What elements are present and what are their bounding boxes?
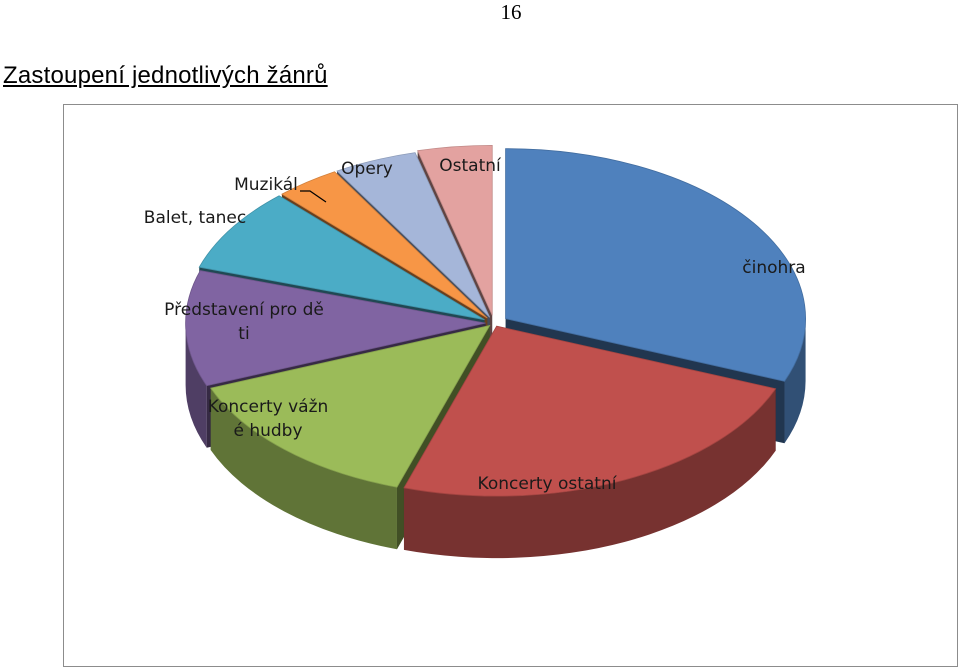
pie-chart: činohra Koncerty ostatní Koncerty vážn é hu… <box>144 144 806 559</box>
pie-slice-top <box>281 171 488 319</box>
slice-label-6: Muzikál <box>234 175 298 195</box>
pie-slice-rim <box>185 323 207 448</box>
slice-label-4: Představení pro dě ti <box>164 300 324 344</box>
pie-slice-rim <box>784 318 806 444</box>
pie-slice-2 <box>403 325 777 559</box>
pie-slice-top <box>403 325 777 497</box>
slice-label-2: Koncerty ostatní <box>478 474 618 494</box>
pie-slice-rim <box>403 388 776 559</box>
pie-slice-top <box>417 144 493 316</box>
pie-slice-top <box>505 148 806 382</box>
muzikal-leader-line <box>300 190 327 203</box>
slice-label-5: Balet, tanec <box>144 208 246 228</box>
pie-slice-top <box>336 152 491 318</box>
pie-slice-rim <box>210 388 397 550</box>
slice-label-1: činohra <box>742 258 805 278</box>
pie-slice-top <box>210 324 491 488</box>
slice-label-8: Ostatní <box>439 156 502 176</box>
section-heading: Zastoupení jednotlivých žánrů <box>3 62 328 89</box>
pie-slice-top <box>198 195 485 321</box>
page-number: 16 <box>500 0 522 24</box>
slice-label-7: Opery <box>341 159 393 179</box>
slice-label-3: Koncerty vážn é hudby <box>208 397 329 441</box>
chart-frame: činohra Koncerty ostatní Koncerty vážn é hu… <box>63 104 958 667</box>
pie-slice-top <box>185 270 486 387</box>
